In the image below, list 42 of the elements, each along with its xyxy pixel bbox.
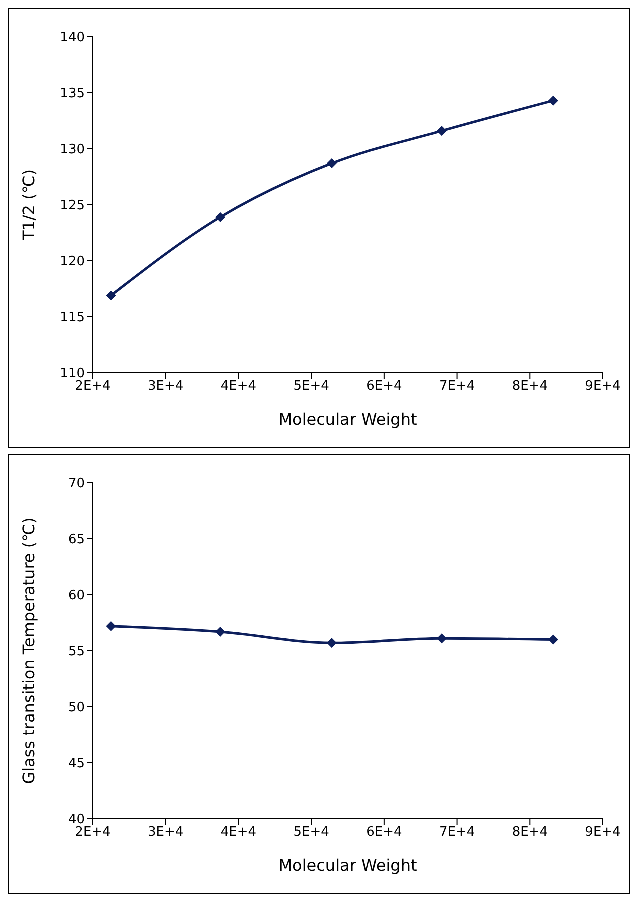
point	[106, 290, 116, 301]
y-tick-label: 120	[60, 254, 85, 270]
x-tick-label: 7E+4	[439, 825, 476, 840]
x-tick-label: 4E+4	[220, 379, 257, 394]
x-tick-label: 6E+4	[366, 825, 402, 840]
y-tick-label: 50	[68, 700, 85, 716]
x-tick-label: 3E+4	[148, 379, 184, 394]
y-tick-label: 55	[68, 644, 85, 660]
x-tick-label: 9E+4	[585, 825, 621, 840]
y-tick-label: 115	[60, 310, 85, 326]
x-tick-label: 2E+4	[75, 825, 111, 840]
point	[326, 638, 337, 648]
x-tick-label: 4E+4	[220, 825, 257, 840]
x-tick-label: 5E+4	[294, 379, 330, 394]
y-axis-title: T1/2 (℃)	[20, 169, 39, 242]
y-tick-label: 125	[60, 198, 85, 214]
point	[106, 621, 116, 632]
point	[216, 212, 226, 222]
x-tick-label: 8E+4	[512, 379, 548, 394]
point	[548, 634, 558, 645]
x-axis-title: Molecular Weight	[278, 856, 418, 875]
point	[326, 158, 337, 169]
x-tick-label: 6E+4	[366, 379, 402, 394]
x-tick-label: 7E+4	[439, 379, 476, 394]
x-tick-label: 8E+4	[512, 825, 548, 840]
x-tick-label: 2E+4	[75, 379, 111, 394]
y-tick-label: 130	[60, 142, 85, 158]
point	[216, 626, 226, 637]
y-tick-label: 135	[60, 86, 85, 102]
x-tick-label: 5E+4	[294, 825, 330, 840]
y-axis-title: Glass transition Temperature (℃)	[20, 518, 39, 784]
y-tick-label: 70	[68, 476, 85, 492]
y-tick-label: 140	[60, 30, 85, 46]
point	[436, 126, 447, 136]
x-axis-title: Molecular Weight	[278, 410, 418, 429]
point	[436, 634, 447, 644]
y-tick-label: 60	[68, 588, 85, 604]
y-tick-label: 65	[68, 532, 85, 548]
y-tick-label: 45	[68, 756, 85, 772]
x-tick-label: 9E+4	[585, 379, 621, 394]
point	[548, 96, 558, 106]
x-tick-label: 3E+4	[148, 825, 184, 840]
